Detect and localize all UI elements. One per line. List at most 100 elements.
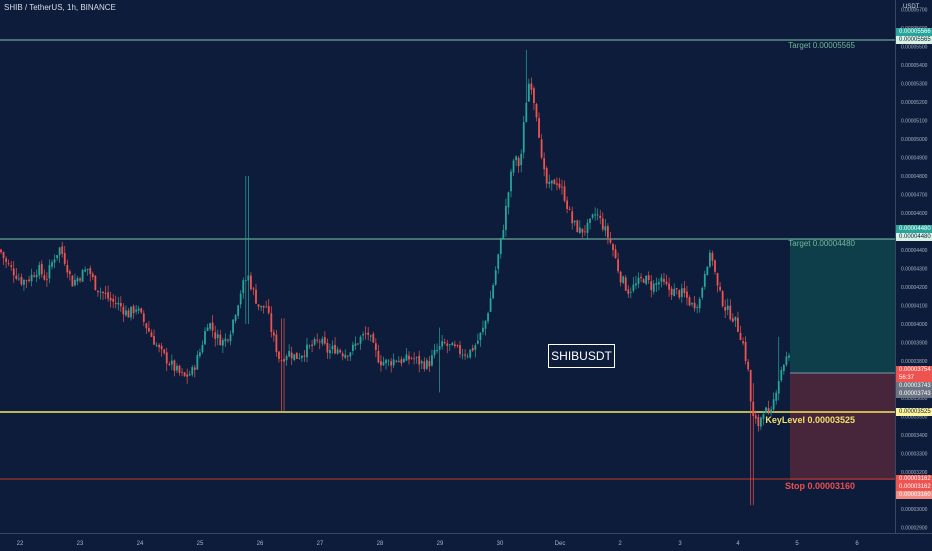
candle-body [158, 344, 160, 348]
candle-body [721, 291, 724, 307]
candle-body [183, 372, 186, 376]
candle-body [640, 276, 642, 279]
candle-body [502, 229, 505, 239]
candle-body [58, 247, 61, 256]
candle-body [216, 334, 219, 339]
candle-body [777, 381, 780, 394]
candle-body [357, 343, 359, 345]
candle-body [48, 265, 51, 279]
candle-body [252, 288, 255, 290]
stop-label: Stop 0.00003160 [784, 481, 855, 491]
candle-body [130, 306, 132, 318]
candle-body [318, 341, 321, 343]
candle-body [765, 407, 767, 414]
candle-body [135, 309, 138, 312]
candle-body [178, 365, 181, 373]
candle-body [642, 279, 645, 283]
candle-body [395, 360, 398, 362]
candle-body [127, 310, 130, 318]
candle-body [482, 327, 484, 332]
candle-body [247, 275, 250, 281]
candle-body [571, 211, 574, 224]
candle-body [196, 354, 199, 370]
candle-body [382, 362, 385, 366]
candle-body [724, 306, 727, 311]
price-tick-label: 0.00004200 [901, 285, 928, 291]
candle-body [760, 417, 762, 427]
candle-body [117, 302, 120, 305]
price-tag: 0.00003754 [896, 366, 932, 374]
candle-body [303, 355, 306, 357]
candle-body [89, 268, 92, 275]
candle-body [788, 355, 790, 358]
candle-body [10, 265, 13, 267]
time-axis[interactable]: 22 23 24 25 26 27 28 29 30 Dec 2 3 4 5 6 [0, 533, 932, 550]
candle-body [227, 339, 229, 341]
candle-body [492, 285, 495, 299]
candle-body [188, 374, 191, 376]
keylevel-label: KeyLevel 0.00003525 [765, 415, 855, 425]
candle-body [525, 102, 528, 123]
candle-body [311, 344, 313, 346]
candle-body [782, 364, 785, 371]
candle-body [285, 356, 288, 361]
candle-body [441, 341, 444, 347]
candle-body [211, 322, 214, 331]
candle-body [265, 306, 268, 308]
candle-body [339, 350, 342, 353]
price-tick-label: 0.00004000 [901, 322, 928, 328]
candle-body [40, 263, 43, 275]
candle-body [476, 340, 479, 344]
candle-body [137, 308, 140, 311]
candle-body [469, 349, 472, 358]
candle-body [576, 220, 579, 233]
candle-body [43, 275, 46, 280]
candle-body [785, 356, 788, 365]
candle-body [433, 350, 436, 356]
candle-body [716, 273, 719, 286]
candle-body [466, 356, 469, 358]
price-tick-label: 0.00003300 [901, 451, 928, 457]
chart-pane[interactable]: SHIB / TetherUS, 1h, BINANCE Target 0.00… [0, 0, 895, 533]
candle-body [451, 342, 454, 346]
time-tick-label: 6 [855, 541, 859, 547]
candle-body [456, 345, 459, 346]
candle-body [323, 337, 326, 344]
candle-body [660, 277, 663, 282]
candle-body [275, 334, 278, 353]
candle-body [558, 183, 561, 188]
profit-zone[interactable] [790, 239, 895, 373]
price-tick-label: 0.00003000 [901, 507, 928, 513]
candle-body [392, 359, 395, 366]
candle-body [752, 401, 755, 416]
price-axis-ticks: 0.000057000.000056000.000055000.00005400… [901, 7, 928, 531]
candle-body [675, 288, 678, 290]
price-axis[interactable]: USDT 0.000057000.000056000.000055000.000… [895, 0, 932, 533]
price-tag: 56:37 [896, 374, 932, 382]
candle-body [754, 415, 757, 419]
candle-body [548, 181, 551, 184]
candle-body [499, 238, 502, 254]
candle-body [374, 343, 377, 351]
candle-body [46, 278, 48, 280]
candle-body [635, 283, 637, 286]
price-chart[interactable] [0, 0, 895, 533]
candle-body [655, 282, 658, 285]
candle-body [645, 275, 648, 284]
candle-body [23, 279, 25, 285]
candle-body [352, 344, 354, 351]
candle-body [479, 332, 482, 341]
candle-body [250, 275, 252, 290]
candle-body [344, 354, 347, 358]
price-tag: 0.00005565 [896, 36, 932, 44]
candle-body [561, 186, 563, 188]
loss-zone[interactable] [790, 373, 895, 480]
time-tick-label: 24 [137, 541, 144, 547]
candle-body [377, 350, 380, 363]
candle-body [663, 279, 665, 282]
candle-body [321, 338, 324, 344]
candle-body [306, 344, 308, 358]
candle-body [757, 417, 760, 427]
candle-body [701, 287, 704, 298]
candle-body [385, 359, 387, 364]
